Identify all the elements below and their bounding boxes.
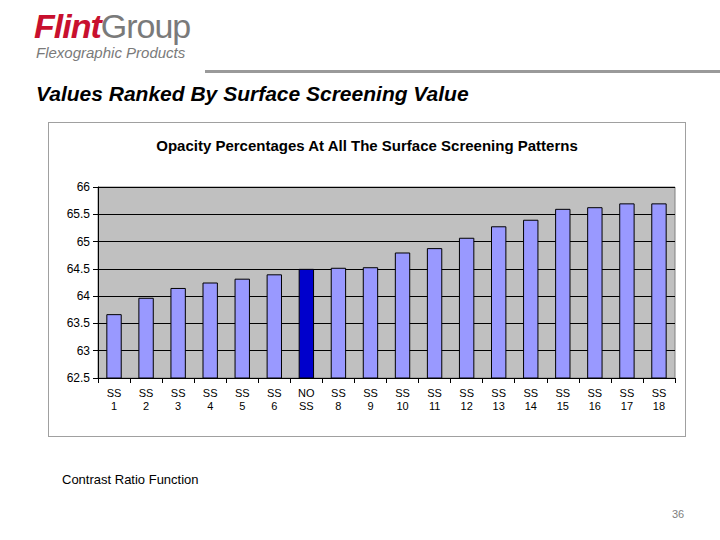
- svg-text:64.5: 64.5: [67, 262, 91, 276]
- svg-text:SS: SS: [523, 387, 538, 399]
- svg-text:14: 14: [525, 400, 537, 412]
- html-text:Values Ranked By Surface Scree: Values Ranked By Surface Screening Value: [36, 82, 469, 105]
- svg-text:6: 6: [271, 400, 277, 412]
- svg-text:4: 4: [207, 400, 213, 412]
- svg-text:16: 16: [589, 400, 601, 412]
- svg-text:SS: SS: [363, 387, 378, 399]
- svg-text:65: 65: [77, 235, 91, 249]
- svg-text:9: 9: [367, 400, 373, 412]
- svg-text:SS: SS: [620, 387, 635, 399]
- html-text:Flint Group: Flint Group: [34, 7, 191, 45]
- svg-text:12: 12: [461, 400, 473, 412]
- svg-text:66: 66: [77, 180, 91, 194]
- svg-text:17: 17: [621, 400, 633, 412]
- svg-text:SS: SS: [459, 387, 474, 399]
- svg-text:62.5: 62.5: [67, 371, 91, 385]
- svg-text:10: 10: [396, 400, 408, 412]
- svg-text:2: 2: [143, 400, 149, 412]
- svg-text:13: 13: [493, 400, 505, 412]
- svg-text:SS: SS: [395, 387, 410, 399]
- svg-text:SS: SS: [139, 387, 154, 399]
- svg-text:SS: SS: [107, 387, 122, 399]
- svg-text:8: 8: [335, 400, 341, 412]
- svg-text:SS: SS: [171, 387, 186, 399]
- svg-text:SS: SS: [555, 387, 570, 399]
- svg-text:SS: SS: [267, 387, 282, 399]
- svg-text:64: 64: [77, 289, 91, 303]
- svg-text:SS: SS: [427, 387, 442, 399]
- svg-text:63: 63: [77, 344, 91, 358]
- svg-text:SS: SS: [652, 387, 667, 399]
- svg-text:SS: SS: [588, 387, 603, 399]
- svg-text:63.5: 63.5: [67, 316, 91, 330]
- svg-text:11: 11: [429, 400, 440, 412]
- svg-text:SS: SS: [331, 387, 346, 399]
- svg-text:NO: NO: [298, 387, 315, 399]
- svg-text:15: 15: [557, 400, 569, 412]
- html-text:Contrast Ratio Function: Contrast Ratio Function: [62, 472, 199, 487]
- svg-text:5: 5: [239, 400, 245, 412]
- svg-text:SS: SS: [235, 387, 250, 399]
- svg-text:Opacity Percentages At All The: Opacity Percentages At All The Surface S…: [156, 137, 578, 154]
- svg-text:65.5: 65.5: [67, 207, 91, 221]
- svg-text:SS: SS: [203, 387, 218, 399]
- svg-text:18: 18: [653, 400, 665, 412]
- svg-text:SS: SS: [299, 400, 314, 412]
- html-text:Flexographic Products: Flexographic Products: [36, 44, 186, 61]
- html-text:36: 36: [672, 508, 685, 520]
- svg-text:SS: SS: [491, 387, 506, 399]
- svg-text:1: 1: [111, 400, 117, 412]
- svg-text:3: 3: [175, 400, 181, 412]
